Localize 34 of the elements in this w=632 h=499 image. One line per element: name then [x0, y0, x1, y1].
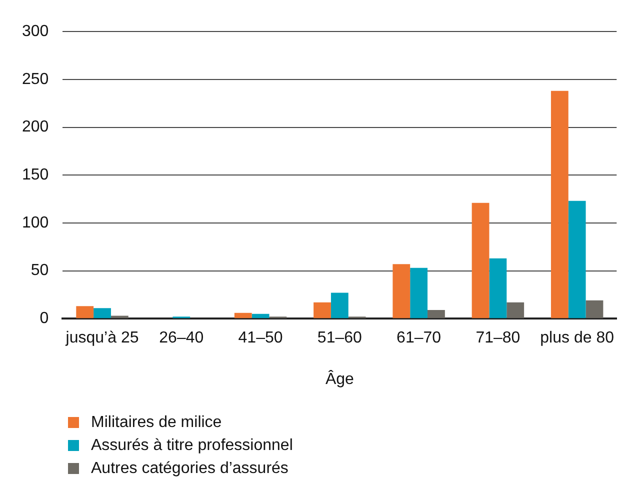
bar [568, 200, 586, 318]
bar [428, 310, 445, 318]
bar [110, 316, 128, 318]
bar [234, 312, 252, 318]
y-tick-label: 100 [22, 214, 49, 232]
bar [506, 302, 524, 318]
bar [472, 202, 490, 318]
x-tick-label: 51–60 [317, 330, 362, 347]
legend-label: Militaires de milice [91, 414, 222, 432]
bar [252, 314, 270, 318]
x-tick-label: jusqu’à 25 [64, 330, 139, 347]
x-tick-label: 61–70 [396, 330, 442, 347]
y-tick-label: 200 [22, 118, 49, 136]
bar [489, 258, 507, 318]
bar [314, 302, 331, 318]
y-tick-label: 300 [22, 23, 49, 40]
y-tick-label: 250 [22, 70, 49, 88]
legend-label: Assurés à titre professionnel [91, 436, 293, 454]
bar [94, 308, 111, 318]
x-tick-label: 26–40 [159, 330, 204, 347]
bar [76, 306, 94, 318]
bar [330, 292, 348, 318]
y-tick-label: 0 [40, 310, 49, 328]
x-tick-label: 71–80 [476, 330, 520, 347]
bar [410, 268, 428, 318]
bar [586, 300, 604, 318]
y-tick-label: 50 [30, 262, 49, 280]
y-tick-label: 150 [22, 166, 49, 184]
x-tick-label: plus de 80 [540, 330, 614, 347]
bar [550, 90, 568, 318]
x-axis-title: Âge [325, 370, 354, 388]
legend-label: Autres catégories d’assurés [91, 460, 288, 478]
bar [392, 264, 410, 318]
x-tick-label: 41–50 [238, 330, 283, 347]
